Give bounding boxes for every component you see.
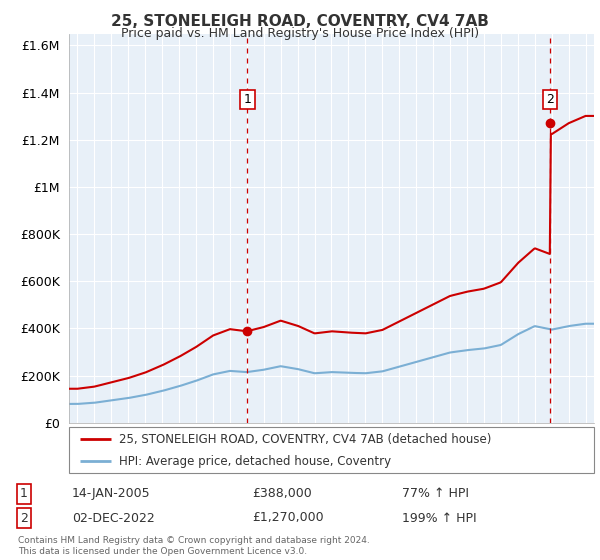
Text: 1: 1 [20,487,28,501]
Text: 14-JAN-2005: 14-JAN-2005 [72,487,151,501]
Text: Contains HM Land Registry data © Crown copyright and database right 2024.
This d: Contains HM Land Registry data © Crown c… [18,536,370,556]
Text: £1,270,000: £1,270,000 [252,511,323,525]
Text: 02-DEC-2022: 02-DEC-2022 [72,511,155,525]
Text: HPI: Average price, detached house, Coventry: HPI: Average price, detached house, Cove… [119,455,391,468]
FancyBboxPatch shape [69,427,594,473]
Text: 25, STONELEIGH ROAD, COVENTRY, CV4 7AB: 25, STONELEIGH ROAD, COVENTRY, CV4 7AB [111,14,489,29]
Text: £388,000: £388,000 [252,487,312,501]
Text: 25, STONELEIGH ROAD, COVENTRY, CV4 7AB (detached house): 25, STONELEIGH ROAD, COVENTRY, CV4 7AB (… [119,433,491,446]
Text: 1: 1 [244,94,251,106]
Text: 2: 2 [20,511,28,525]
Text: Price paid vs. HM Land Registry's House Price Index (HPI): Price paid vs. HM Land Registry's House … [121,27,479,40]
Text: 2: 2 [547,94,554,106]
Text: 77% ↑ HPI: 77% ↑ HPI [402,487,469,501]
Text: 199% ↑ HPI: 199% ↑ HPI [402,511,476,525]
